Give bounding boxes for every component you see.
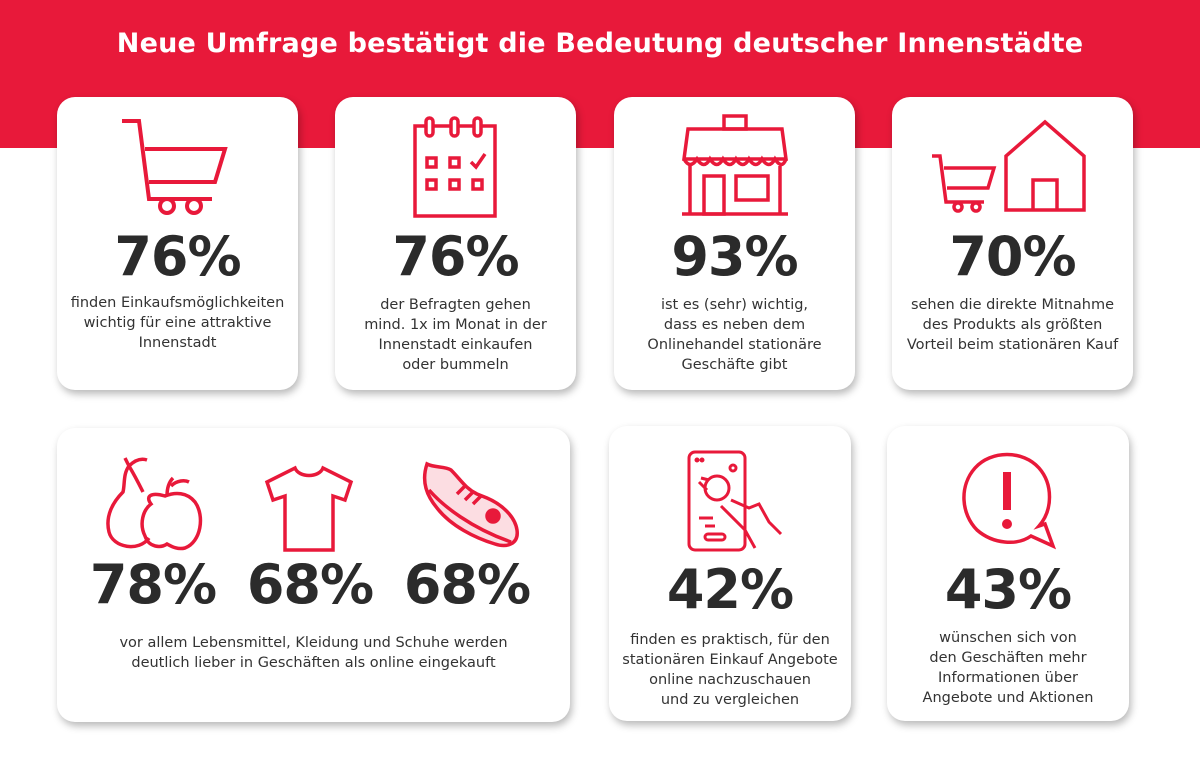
stat-value: 42%	[666, 558, 794, 621]
calendar-check-icon	[413, 116, 497, 218]
stat-card-takeaway: 70% sehen die direkte Mitnahme des Produ…	[892, 97, 1133, 390]
stat-card-shopping: 76% finden Einkaufsmöglichkeiten wichtig…	[57, 97, 298, 390]
shopping-cart-icon	[122, 119, 228, 215]
stat-description: vor allem Lebensmittel, Kleidung und Sch…	[119, 635, 508, 671]
stat-card-information: 43% wünschen sich von den Geschäften meh…	[887, 426, 1129, 721]
smartphone-tap-icon	[687, 450, 783, 552]
stat-card-frequency: 76% der Befragten gehen mind. 1x im Mona…	[335, 97, 576, 390]
stat-description: finden es praktisch, für den stationären…	[622, 632, 838, 708]
sneaker-icon	[422, 461, 519, 548]
page-title: Neue Umfrage bestätigt die Bedeutung deu…	[116, 28, 1084, 59]
stat-card-stores: 93% ist es (sehr) wichtig, dass es neben…	[614, 97, 855, 390]
stat-card-online-research: 42% finden es praktisch, für den station…	[609, 426, 851, 721]
stat-card-categories: 78% 68% 68% vor allem Lebensmittel, Klei…	[57, 428, 570, 722]
stat-description: finden Einkaufsmöglichkeiten wichtig für…	[70, 295, 285, 351]
cart-and-house-icon	[932, 119, 1086, 213]
stat-value: 43%	[944, 558, 1072, 621]
stat-value: 76%	[114, 225, 241, 288]
category-value-food: 78%	[89, 553, 217, 616]
fruit-icon	[106, 457, 203, 551]
category-value-clothing: 68%	[246, 553, 374, 616]
stat-description: wünschen sich von den Geschäften mehr In…	[922, 630, 1094, 706]
stat-value: 93%	[671, 225, 798, 288]
exclamation-speech-bubble-icon	[962, 452, 1057, 550]
stat-value: 76%	[392, 225, 519, 288]
stat-description: ist es (sehr) wichtig, dass es neben dem…	[647, 297, 822, 373]
category-value-shoes: 68%	[403, 553, 531, 616]
tshirt-icon	[264, 465, 354, 552]
stat-value: 70%	[949, 225, 1076, 288]
storefront-icon	[682, 114, 788, 216]
stat-description: sehen die direkte Mitnahme des Produkts …	[906, 297, 1119, 353]
stat-description: der Befragten gehen mind. 1x im Monat in…	[364, 297, 547, 373]
